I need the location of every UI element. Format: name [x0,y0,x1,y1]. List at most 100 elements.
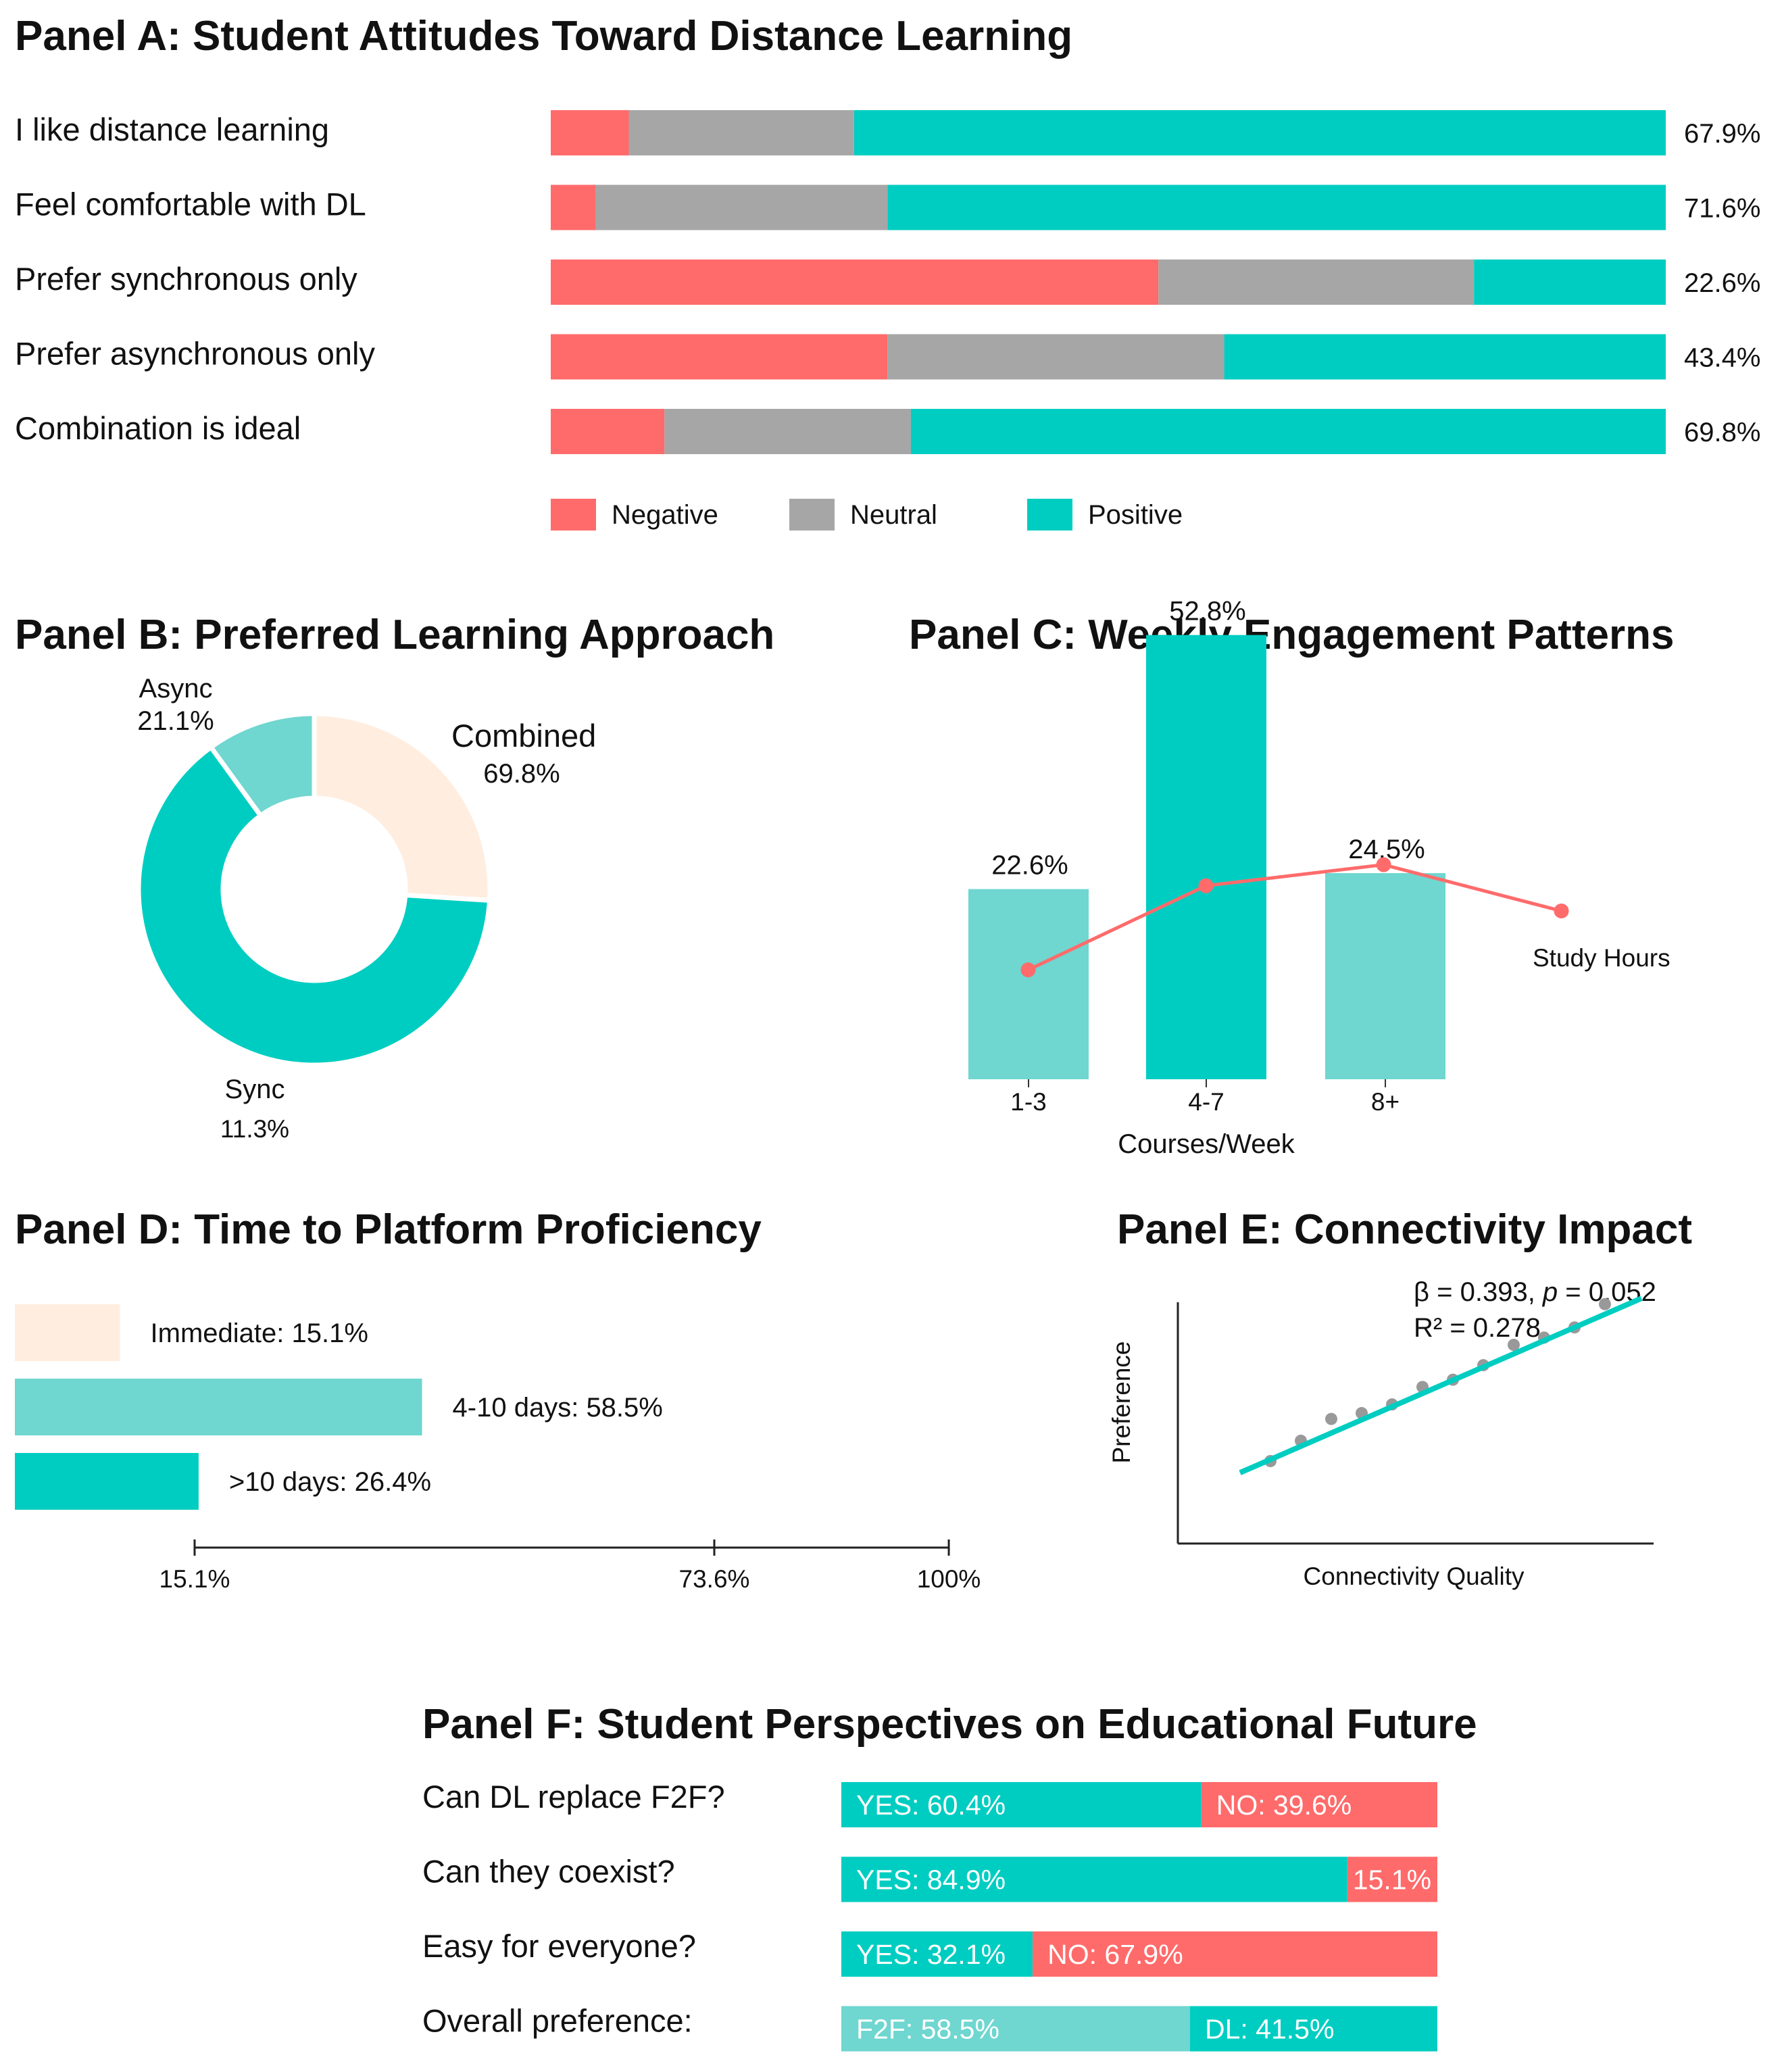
panel-e-title: Panel E: Connectivity Impact [1117,1206,1692,1253]
scatter-point-9 [1508,1339,1520,1351]
panel-a-title: Panel A: Student Attitudes Toward Distan… [15,13,1072,59]
future-bar-segment-4-2 [1189,2006,1437,2052]
panel-c-title: Panel C: Weekly Engagement Patterns [909,612,1674,658]
donut-pct-combined: 69.8% [483,759,560,789]
panel-a-rows: I like distance learning 67.9% Feel comfor… [15,110,1760,454]
engagement-category-1-3: 1-3 [1010,1088,1046,1116]
attitude-value-label-1: 67.9% [1684,119,1760,149]
attitude-bar-neutral-3 [1158,260,1475,305]
attitude-bar-negative-3 [551,260,1159,305]
legend-swatch-positive [1027,499,1072,531]
regression-fit-line [1239,1296,1643,1475]
attitude-bar-neutral-5 [664,409,911,454]
scatter-point-12 [1599,1298,1611,1310]
donut-label-combined: Combined [451,718,596,754]
future-bar-label-1-1: YES: 60.4% [856,1790,1006,1821]
attitude-value-label-5: 69.8% [1684,418,1760,447]
panel-c-plot: 22.6%1-352.8%4-724.5%8+Study Hours [968,597,1670,1116]
engagement-category-4-7: 4-7 [1188,1088,1224,1116]
study-hours-point-3 [1376,857,1391,872]
attitude-bar-neutral-2 [595,184,888,230]
attitude-bar-positive-5 [910,409,1666,454]
engagement-value-label-2: 52.8% [1169,597,1245,626]
scatter-point-3 [1325,1412,1337,1425]
future-question-2: Can they coexist? [422,1854,675,1890]
study-hours-line [1027,862,1562,972]
donut-pct-sync: 11.3% [220,1115,289,1143]
attitude-bar-positive-4 [1224,334,1666,380]
panel-e-ylabel: Preference [1108,1341,1135,1464]
attitude-bar-negative-2 [551,184,595,230]
panel-d-plot: Immediate: 15.1% 4-10 days: 58.5% >10 days… [15,1304,981,1593]
future-bar-segment-1-1 [841,1782,1202,1827]
panel-e-annotation-r2: R² = 0.278 [1414,1313,1541,1343]
donut-slice-combined [312,711,493,904]
future-bar-label-3-2: NO: 67.9% [1047,1939,1183,1970]
future-bar-segment-4-1 [841,2006,1190,2052]
panel-e: Panel E: Connectivity Impact β = 0.393, … [1108,1206,1692,1590]
panel-e-plot [1177,1296,1654,1545]
future-question-4: Overall preference: [422,2003,693,2039]
donut-label-sync: Sync [225,1075,285,1104]
legend-label-negative: Negative [612,500,718,530]
future-bar-segment-3-2 [1033,1931,1437,1977]
legend-label-positive: Positive [1088,500,1183,530]
panel-b-donut [136,711,493,1068]
legend-swatch-negative [551,499,596,531]
future-bar-segment-3-1 [841,1931,1033,1977]
engagement-bar-8 [1325,872,1445,1079]
panel-a-legend: Negative Neutral Positive [551,499,1183,531]
panel-f-rows: Can DL replace F2F? YES: 60.4% NO: 39.6% Ca… [422,1779,1437,2052]
attitude-label-combination-is-ideal: Combination is ideal [15,410,301,446]
proficiency-label-immediate: Immediate: 15.1% [151,1318,368,1348]
future-bar-label-2-2: 15.1% [1353,1865,1431,1896]
attitude-bar-negative-1 [551,110,629,155]
engagement-bar-4-7 [1146,635,1266,1079]
proficiency-label-10-days: >10 days: 26.4% [229,1467,431,1497]
future-bar-label-3-1: YES: 32.1% [856,1939,1006,1970]
donut-slice-async [207,711,317,819]
attitude-label-i-like-distance-learning: I like distance learning [15,112,329,147]
panel-c: Panel C: Weekly Engagement Patterns 22.6… [909,597,1674,1159]
attitude-bar-positive-3 [1474,260,1666,305]
future-bar-label-4-1: F2F: 58.5% [856,2014,999,2045]
attitude-bar-positive-1 [853,110,1666,155]
attitude-label-feel-comfortable-with-dl: Feel comfortable with DL [15,187,366,222]
panel-f: Panel F: Student Perspectives on Educati… [422,1701,1477,2052]
annotation-beta-text: β = 0.393, [1414,1277,1543,1307]
proficiency-bar-10-days [15,1453,199,1510]
future-bar-segment-2-1 [841,1856,1347,1902]
proficiency-axis-tick-label-1: 15.1% [159,1565,230,1593]
attitude-value-label-4: 43.4% [1684,343,1760,373]
annotation-p-symbol: p [1542,1277,1558,1307]
future-bar-segment-1-2 [1201,1782,1437,1827]
legend-label-neutral: Neutral [850,500,937,530]
study-hours-point-4 [1554,904,1569,918]
attitude-label-prefer-asynchronous-only: Prefer asynchronous only [15,336,375,372]
study-hours-point-2 [1198,878,1214,893]
panel-f-title: Panel F: Student Perspectives on Educati… [422,1701,1477,1748]
panel-d: Panel D: Time to Platform Proficiency Im… [15,1206,981,1593]
panel-e-annotation-beta: β = 0.393, p = 0.052 [1414,1277,1656,1307]
donut-label-async: Async [139,674,213,704]
future-bar-label-1-2: NO: 39.6% [1216,1790,1352,1821]
proficiency-bar-immediate [15,1304,120,1361]
attitude-label-prefer-synchronous-only: Prefer synchronous only [15,261,357,297]
panel-c-xlabel: Courses/Week [1118,1129,1295,1159]
study-hours-label: Study Hours [1533,944,1670,972]
attitude-value-label-3: 22.6% [1684,268,1760,298]
donut-pct-async: 21.1% [137,706,214,736]
panel-b: Panel B: Preferred Learning Approach Com… [15,612,774,1143]
attitude-bar-negative-5 [551,409,665,454]
panel-b-title: Panel B: Preferred Learning Approach [15,612,774,658]
proficiency-axis-tick-label-2: 73.6% [679,1565,750,1593]
panel-a: Panel A: Student Attitudes Toward Distan… [15,13,1760,531]
attitude-bar-neutral-4 [887,334,1224,380]
panel-e-xlabel: Connectivity Quality [1304,1562,1525,1590]
donut-slice-sync [136,743,493,1068]
engagement-bar-1-3 [968,889,1089,1079]
engagement-category-8: 8+ [1371,1088,1400,1116]
future-question-3: Easy for everyone? [422,1928,696,1964]
future-bar-label-4-2: DL: 41.5% [1205,2014,1334,2045]
